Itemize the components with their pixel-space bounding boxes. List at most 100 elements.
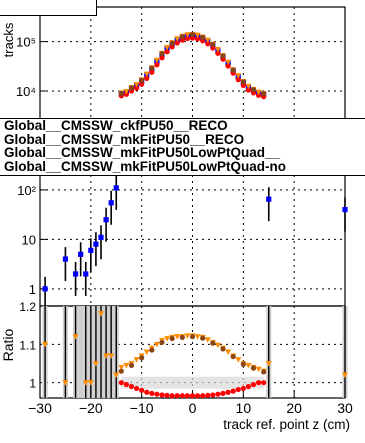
data-point (235, 77, 241, 83)
ratio-point (128, 362, 135, 369)
uncertainty-band (78, 306, 84, 398)
data-point (164, 44, 171, 51)
ratio-point (261, 380, 267, 386)
ratio-point (72, 334, 79, 340)
x-axis-label: track ref. point z (cm) (223, 417, 350, 432)
data-point (245, 83, 252, 90)
data-point (266, 196, 272, 202)
ratio-point (215, 391, 221, 397)
ratio-point (169, 335, 175, 342)
data-point (240, 79, 246, 85)
legend-entry: Global__CMSSW_mkFitPU50__RECO (4, 131, 245, 147)
data-point (215, 50, 221, 56)
data-point (83, 271, 89, 277)
data-point (159, 51, 165, 57)
ratio-point (169, 393, 175, 399)
data-point (62, 256, 69, 262)
data-point (225, 63, 231, 69)
y-axis-label-ratio: Ratio (0, 328, 16, 361)
ratio-point (144, 389, 150, 395)
x-tick-label: 30 (337, 400, 353, 416)
ratio-point (62, 380, 69, 386)
ratio-point (194, 334, 201, 340)
data-point (149, 65, 155, 71)
data-point (139, 77, 145, 83)
ratio-point (200, 393, 206, 399)
data-point (169, 44, 175, 50)
data-point (169, 40, 175, 46)
ratio-point (184, 333, 191, 339)
ratio-point (194, 393, 201, 399)
ratio-point (184, 393, 191, 399)
data-point (78, 251, 84, 257)
data-point (42, 286, 48, 292)
y-axis-label-top: tracks (1, 22, 16, 57)
ratio-point (189, 393, 196, 399)
data-point (164, 49, 170, 55)
ratio-point (164, 336, 171, 342)
ratio-point (235, 386, 241, 393)
ratio-point (225, 349, 232, 355)
ratio-point (143, 349, 150, 355)
data-point (133, 82, 140, 88)
data-point (342, 207, 348, 213)
legend-entry: Global__CMSSW_mkFitPU50LowPtQuad-no (4, 158, 287, 174)
ratio-point (123, 362, 130, 369)
data-point (255, 92, 262, 98)
data-point (245, 87, 252, 93)
data-point (220, 53, 226, 59)
ratio-point (225, 389, 231, 395)
data-point (210, 41, 216, 48)
ratio-point (250, 381, 257, 388)
y-tick-label: 1 (29, 377, 36, 391)
x-tick-label: 10 (236, 400, 252, 416)
data-point (174, 36, 181, 42)
y-tick-label: 1.2 (19, 300, 36, 314)
ratio-point (133, 385, 140, 392)
ratio-point (159, 339, 165, 346)
ratio-point (92, 361, 99, 367)
ratio-point (98, 311, 104, 317)
ratio-point (179, 334, 185, 341)
y-tick-label: 10⁵ (16, 35, 36, 50)
data-point (214, 47, 221, 53)
ratio-point (230, 354, 236, 360)
ratio-point (108, 353, 115, 359)
data-point (200, 34, 206, 40)
data-point (153, 57, 160, 64)
ratio-point (164, 392, 170, 398)
data-point (194, 32, 201, 39)
data-point (133, 85, 140, 91)
data-point (72, 271, 79, 277)
data-point (154, 62, 160, 68)
data-point (250, 87, 257, 93)
ratio-point (139, 387, 145, 393)
ratio-point (210, 392, 216, 398)
data-point (194, 36, 201, 42)
ratio-point (220, 390, 226, 396)
y-tick-label: 1.1 (19, 338, 36, 352)
ratio-point (42, 341, 49, 348)
legend-entry: Global__CMSSW_mkFitPU50LowPtQuad__ (4, 145, 281, 160)
y-tick-label: 10² (17, 183, 36, 198)
ratio-point (103, 353, 110, 359)
ratio-point (118, 364, 125, 371)
data-point (139, 81, 145, 87)
ratio-point (154, 391, 160, 397)
ratio-point (149, 347, 155, 353)
ratio-point (245, 383, 252, 390)
legend: Global__CMSSW_ckfPU50__RECO Global__CMSS… (0, 118, 365, 176)
data-point (184, 32, 191, 38)
y-tick-label: 10⁴ (16, 84, 36, 99)
ratio-point (240, 385, 246, 392)
ratio-point (113, 372, 120, 378)
ratio-point (220, 346, 226, 352)
ratio-point (82, 380, 89, 386)
ratio-point (250, 365, 257, 371)
ratio-point (123, 381, 130, 388)
ratio-point (179, 393, 185, 399)
ratio-point (265, 361, 272, 367)
data-point (255, 89, 262, 96)
data-point (261, 91, 267, 97)
ratio-point (153, 341, 160, 348)
